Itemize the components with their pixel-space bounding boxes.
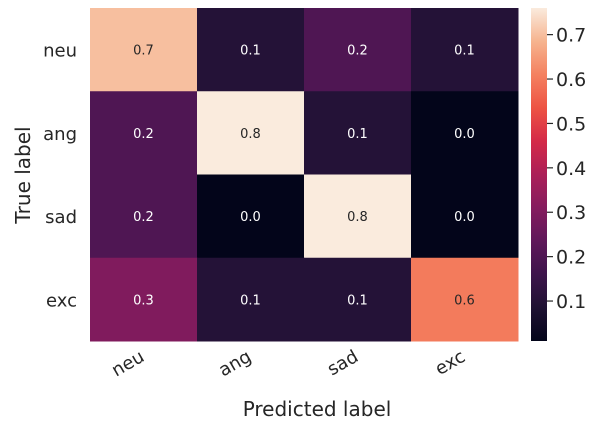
cell-value-label: 0.0 [454,127,475,142]
x-tick-label: sad [324,346,362,380]
cell-value-label: 0.7 [133,44,154,59]
x-axis-title: Predicted label [243,397,392,421]
cell-value-label: 0.1 [240,44,261,59]
cell-value-label: 0.0 [240,210,261,225]
colorbar-tick-label: 0.2 [556,247,586,269]
colorbar-ticks: 0.1 0.2 0.3 0.4 0.5 0.6 0.7 [547,25,586,313]
colorbar-tick-label: 0.5 [556,113,586,135]
x-tick-label: ang [215,346,255,381]
colorbar-tick-label: 0.4 [556,158,586,180]
cell-value-label: 0.8 [347,210,368,225]
cell-value-label: 0.1 [347,127,368,142]
y-tick-label: ang [43,124,77,145]
cell-value-label: 0.8 [240,127,261,142]
cell-value-label: 0.6 [454,293,475,308]
cell-value-label: 0.1 [454,44,475,59]
colorbar-tick-label: 0.3 [556,202,586,224]
x-tick-label: exc [432,346,469,380]
cell-value-label: 0.0 [454,210,475,225]
x-tick-label: neu [108,346,148,381]
colorbar-tick-label: 0.7 [556,25,586,47]
colorbar [531,8,547,341]
colorbar-tick-label: 0.1 [556,291,586,313]
cell-value-label: 0.1 [240,293,261,308]
cell-value-label: 0.1 [347,293,368,308]
cell-value-label: 0.2 [133,127,154,142]
x-tick-labels: neu ang sad exc [108,346,469,381]
y-axis-title: True label [11,126,35,224]
y-tick-label: neu [43,41,77,62]
y-tick-labels: neu ang sad exc [43,41,77,312]
cell-value-label: 0.2 [133,210,154,225]
cell-value-label: 0.3 [133,293,154,308]
colorbar-tick-label: 0.6 [556,69,586,91]
y-tick-label: exc [46,290,77,311]
cell-value-label: 0.2 [347,44,368,59]
y-tick-label: sad [45,207,77,228]
